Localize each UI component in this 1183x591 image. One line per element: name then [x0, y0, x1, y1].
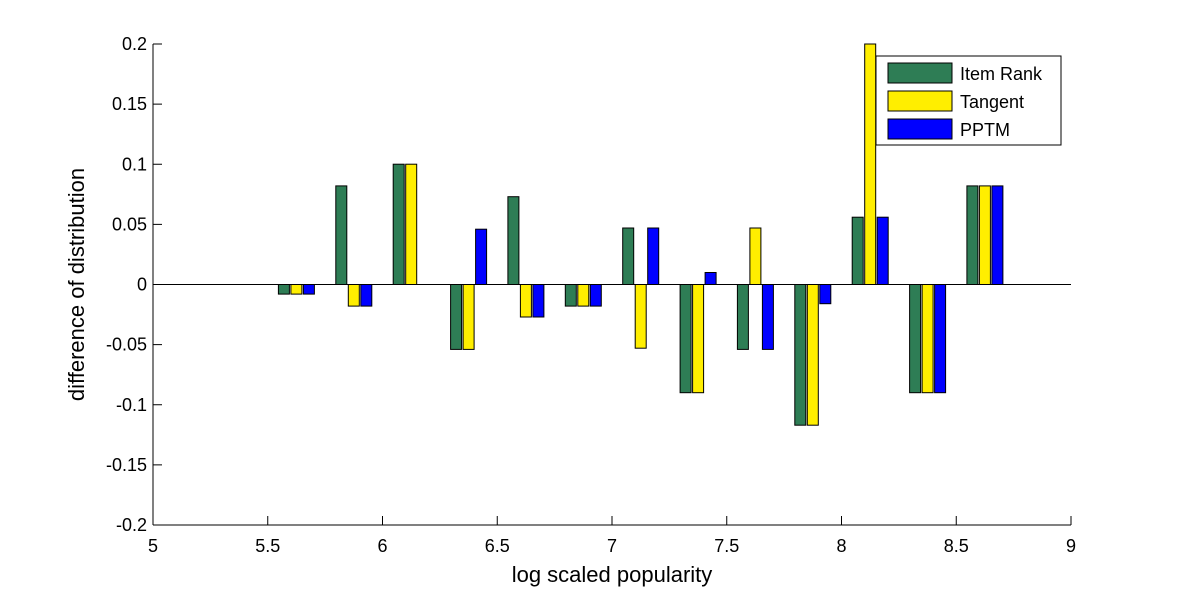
bar-pptm [475, 228, 488, 285]
x-tick-label: 5.5 [255, 536, 280, 556]
bar-tangent [978, 185, 991, 285]
y-tick-label: -0.05 [106, 335, 147, 355]
bar-item-rank [909, 284, 922, 394]
x-tick-label: 7.5 [714, 536, 739, 556]
y-tick-label: 0.05 [112, 214, 147, 234]
bar-item-rank [277, 284, 290, 295]
y-tick-label: -0.2 [116, 515, 147, 535]
bar-item-rank [736, 284, 749, 350]
x-tick-label: 8.5 [944, 536, 969, 556]
bar-pptm [704, 272, 717, 285]
x-tick-label: 9 [1066, 536, 1076, 556]
bar-pptm [761, 284, 774, 350]
bar-pptm [360, 284, 373, 307]
bar-pptm [991, 185, 1004, 285]
bar-item-rank [679, 284, 692, 394]
x-axis-label: log scaled popularity [512, 562, 713, 587]
bar-item-rank [622, 227, 635, 285]
bar-item-rank [450, 284, 463, 350]
bar-item-rank [966, 185, 979, 285]
bar-tangent [577, 284, 590, 307]
bar-pptm [532, 284, 545, 318]
bar-tangent [290, 284, 303, 295]
bar-pptm [302, 284, 315, 295]
bar-tangent [806, 284, 819, 426]
bar-item-rank [392, 163, 405, 285]
bar-pptm [934, 284, 947, 394]
bar-tangent [634, 284, 647, 349]
bar-tangent [749, 227, 762, 285]
bar-pptm [589, 284, 602, 307]
bar-tangent [692, 284, 705, 394]
bar-item-rank [507, 196, 520, 285]
bar-item-rank [794, 284, 807, 426]
legend: Item Rank Tangent PPTM [875, 55, 1062, 146]
legend-label: Item Rank [960, 64, 1043, 84]
axes-group: 5 5.5 6 6.5 7 7.5 8 8.5 9 -0.2 -0.15 -0.1 -0.05 0 0.05… [106, 34, 1076, 556]
y-tick-label: -0.15 [106, 455, 147, 475]
bar-tangent [347, 284, 360, 307]
legend-label: PPTM [960, 120, 1010, 140]
legend-swatch [887, 118, 953, 140]
y-tick-label: -0.1 [116, 395, 147, 415]
y-axis-label: difference of distribution [64, 168, 89, 401]
bar-pptm [876, 216, 889, 285]
x-tick-label: 6.5 [485, 536, 510, 556]
y-tick-label: 0.1 [122, 154, 147, 174]
bar-tangent [405, 163, 418, 285]
x-tick-label: 5 [148, 536, 158, 556]
bars-group [277, 43, 1004, 426]
bar-pptm [647, 227, 660, 285]
bar-tangent [864, 43, 877, 285]
bar-tangent [519, 284, 532, 318]
bar-item-rank [335, 185, 348, 285]
x-tick-label: 6 [377, 536, 387, 556]
bar-tangent [462, 284, 475, 350]
legend-swatch [887, 62, 953, 84]
x-tick-label: 7 [607, 536, 617, 556]
bar-item-rank [564, 284, 577, 307]
legend-label: Tangent [960, 92, 1024, 112]
bar-tangent [921, 284, 934, 394]
legend-swatch [887, 90, 953, 112]
y-tick-label: 0.15 [112, 94, 147, 114]
x-tick-label: 8 [836, 536, 846, 556]
y-tick-label: 0 [137, 275, 147, 295]
y-tick-label: 0.2 [122, 34, 147, 54]
bar-item-rank [851, 216, 864, 285]
bar-pptm [819, 284, 832, 305]
